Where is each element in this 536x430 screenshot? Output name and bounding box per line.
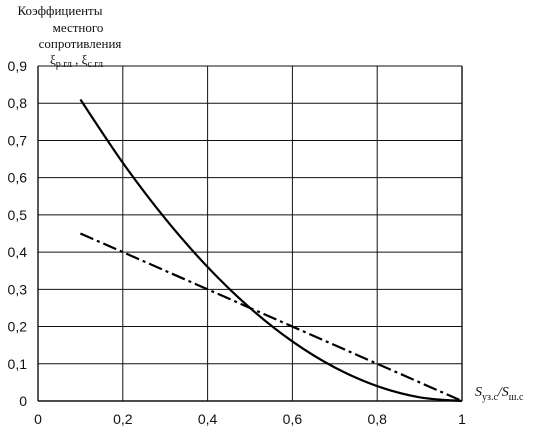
y-tick-label: 0,6 — [8, 170, 28, 186]
y-tick-label: 0,9 — [8, 58, 28, 74]
y-axis-title-line-1: Коэффициенты — [18, 3, 103, 18]
x-tick-label: 0,2 — [113, 411, 133, 427]
y-tick-label: 0,5 — [8, 207, 28, 223]
s-node-subscript: уз.с — [482, 392, 498, 403]
y-tick-label: 0,7 — [8, 132, 28, 148]
symbol-separator: , — [72, 52, 82, 67]
y-tick-labels: 0 0,1 0,2 0,3 0,4 0,5 0,6 0,7 0,8 0,9 — [8, 58, 28, 409]
y-axis-title-line-2: местного — [53, 20, 104, 35]
series-line-solid — [79, 98, 463, 403]
y-axis-title-line-3: сопротивления — [39, 36, 122, 51]
grid — [37, 65, 463, 402]
xi-r-subscript: р.гл — [56, 59, 72, 70]
x-tick-label: 1 — [458, 411, 466, 427]
y-axis-symbols: ξр.гл , ξс.гл — [50, 52, 103, 70]
s-slot-subscript: ш.с — [509, 392, 524, 403]
series-lines — [79, 98, 463, 403]
y-tick-label: 0 — [19, 393, 27, 409]
x-tick-label: 0 — [34, 411, 42, 427]
xi-r-symbol: ξ — [50, 52, 56, 67]
x-axis-slash: / — [497, 385, 503, 400]
y-axis-title: Коэффициенты местного сопротивления ξр.г… — [18, 3, 122, 70]
y-tick-label: 0,2 — [8, 319, 28, 335]
x-tick-label: 0,6 — [283, 411, 303, 427]
series-line-dashdot — [79, 232, 463, 403]
s-slot-symbol: S — [502, 385, 509, 400]
y-tick-label: 0,8 — [8, 95, 28, 111]
xi-c-subscript: с.гл — [87, 59, 103, 70]
y-tick-label: 0,3 — [8, 281, 28, 297]
x-tick-labels: 0 0,2 0,4 0,6 0,8 1 — [34, 411, 466, 427]
y-tick-label: 0,1 — [8, 356, 28, 372]
x-axis-title: Sуз.с/Sш.с — [475, 385, 524, 403]
x-tick-label: 0,4 — [198, 411, 218, 427]
s-node-symbol: S — [475, 385, 482, 400]
y-tick-label: 0,4 — [8, 244, 28, 260]
x-tick-label: 0,8 — [367, 411, 387, 427]
xi-c-symbol: ξ — [82, 52, 88, 67]
